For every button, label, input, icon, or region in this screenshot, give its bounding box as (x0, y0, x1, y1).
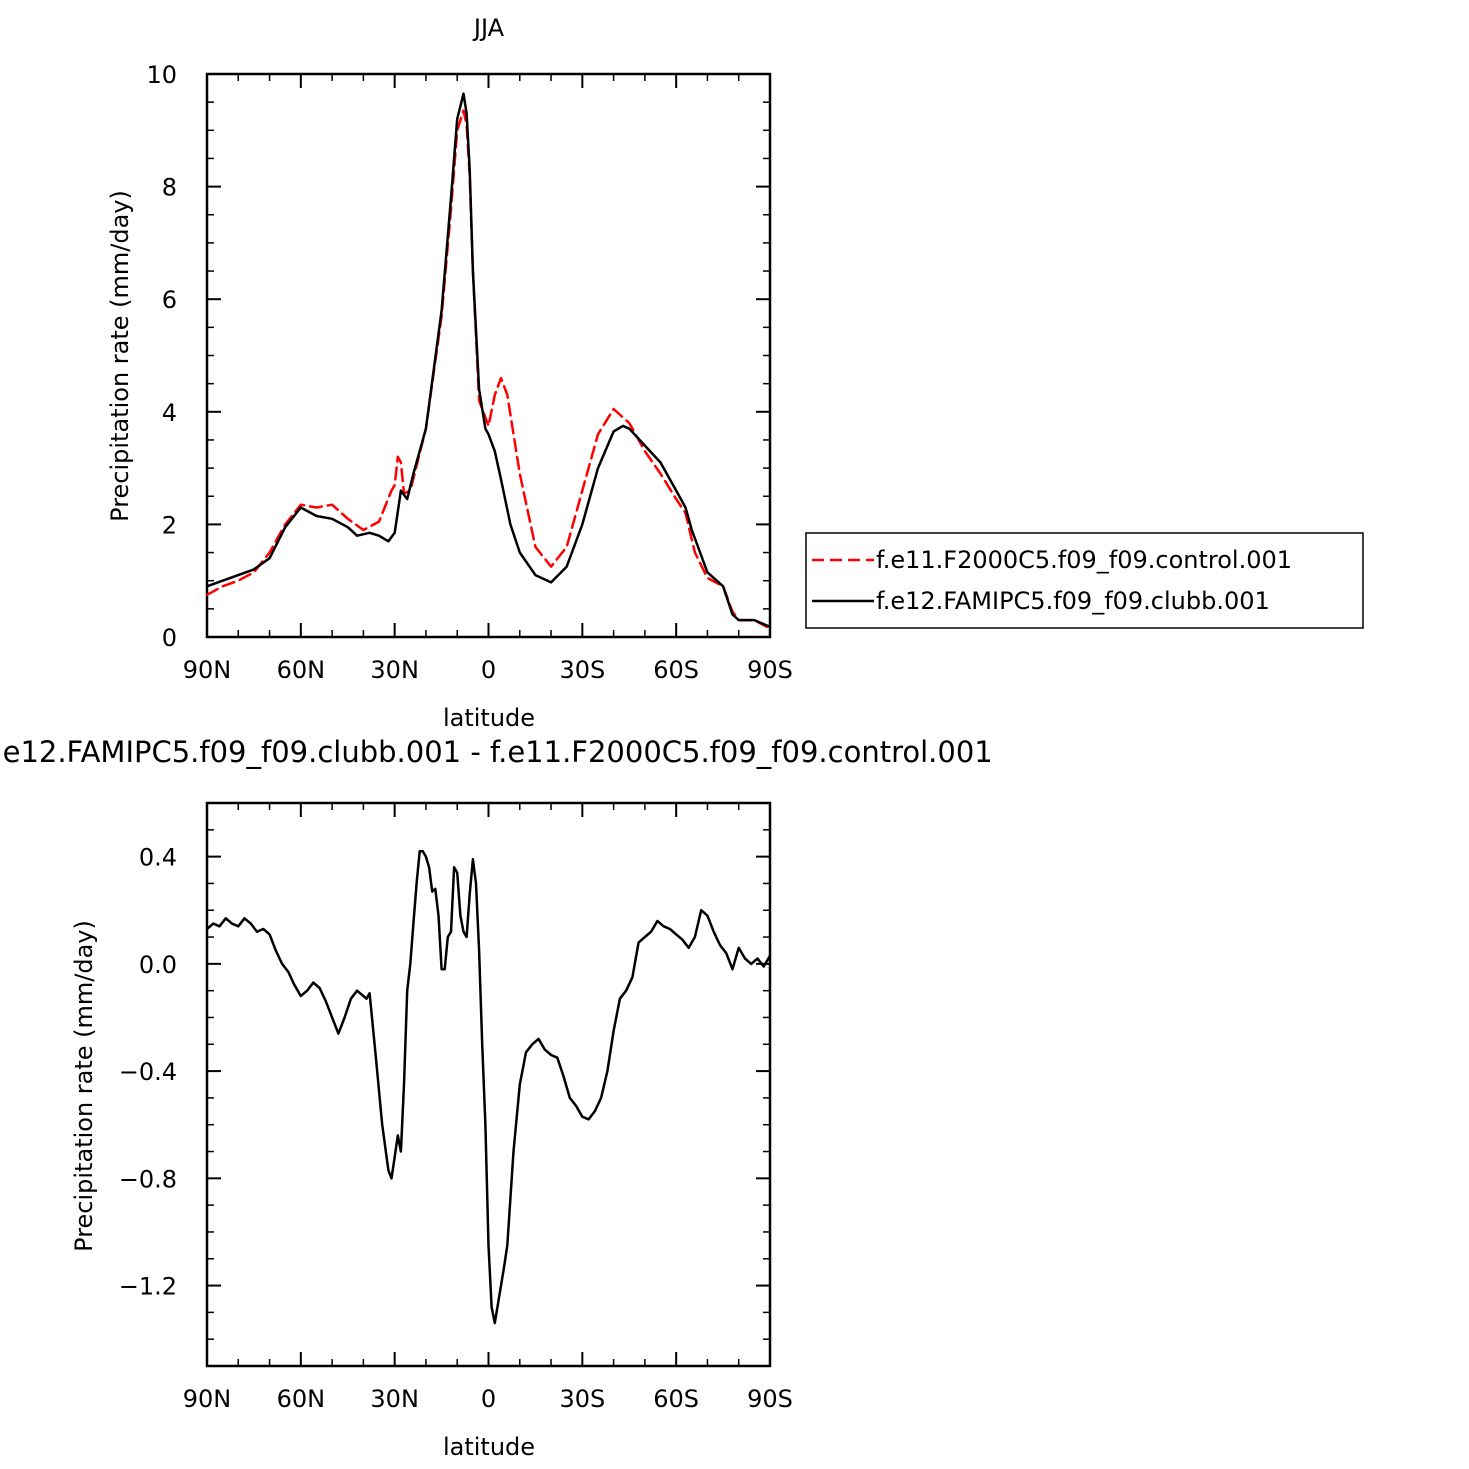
y-tick-label: −1.2 (119, 1273, 177, 1301)
x-tick-label: 30S (559, 1385, 605, 1413)
x-tick-label: 30S (559, 656, 605, 684)
series-line-1 (205, 92, 772, 629)
x-tick-label: 90N (183, 1385, 232, 1413)
y-tick-label: 10 (146, 61, 177, 89)
chart-top: JJA Precipitation rate (mm/day) latitude… (106, 14, 793, 732)
chart-bottom-plot-area: 90N 60N 30N 0 30S 60S 90S 0.4 0.0 −0.4 −0.8 −1.2 (119, 801, 793, 1413)
x-tick-label: 60N (277, 1385, 326, 1413)
legend-label-control: f.e11.F2000C5.f09_f09.control.001 (876, 546, 1292, 574)
y-tick-label: 8 (162, 174, 177, 202)
x-tick-label: 90N (183, 656, 232, 684)
chart-top-ylabel: Precipitation rate (mm/day) (106, 190, 134, 522)
chart-top-legend: f.e11.F2000C5.f09_f09.control.001 f.e12.… (805, 532, 1364, 629)
legend-label-clubb: f.e12.FAMIPC5.f09_f09.clubb.001 (876, 587, 1270, 615)
chart-top-plot-area: 90N 60N 30N 0 30S 60S 90S 0 2 4 6 8 10 (146, 61, 792, 684)
y-tick-label: −0.8 (119, 1165, 177, 1193)
series-line-0 (205, 109, 772, 630)
y-tick-label: 0.4 (139, 844, 177, 872)
chart-bottom: f.e12.FAMIPC5.f09_f09.clubb.001 - f.e11.… (0, 735, 993, 1461)
x-tick-label: 60S (653, 1385, 699, 1413)
y-tick-label: 4 (162, 399, 177, 427)
x-tick-label: 90S (747, 656, 793, 684)
x-tick-label: 0 (481, 1385, 496, 1413)
y-tick-label: 0 (162, 624, 177, 652)
x-tick-label: 30N (370, 1385, 419, 1413)
chart-bottom-title: f.e12.FAMIPC5.f09_f09.clubb.001 - f.e11.… (0, 735, 993, 769)
x-tick-label: 60S (653, 656, 699, 684)
chart-top-xlabel: latitude (443, 704, 535, 732)
plot-frame (205, 801, 772, 1368)
y-tick-label: 6 (162, 286, 177, 314)
x-tick-label: 90S (747, 1385, 793, 1413)
x-tick-label: 60N (277, 656, 326, 684)
y-tick-label: 0.0 (139, 951, 177, 979)
x-tick-label: 30N (370, 656, 419, 684)
chart-top-title: JJA (472, 14, 505, 42)
x-tick-label: 0 (481, 656, 496, 684)
chart-bottom-xlabel: latitude (443, 1433, 535, 1461)
series-line-0 (205, 850, 772, 1325)
chart-bottom-ylabel: Precipitation rate (mm/day) (70, 920, 98, 1252)
legend-box (805, 532, 1364, 629)
plot-frame (205, 72, 772, 639)
y-tick-label: −0.4 (119, 1058, 177, 1086)
y-tick-label: 2 (162, 511, 177, 539)
